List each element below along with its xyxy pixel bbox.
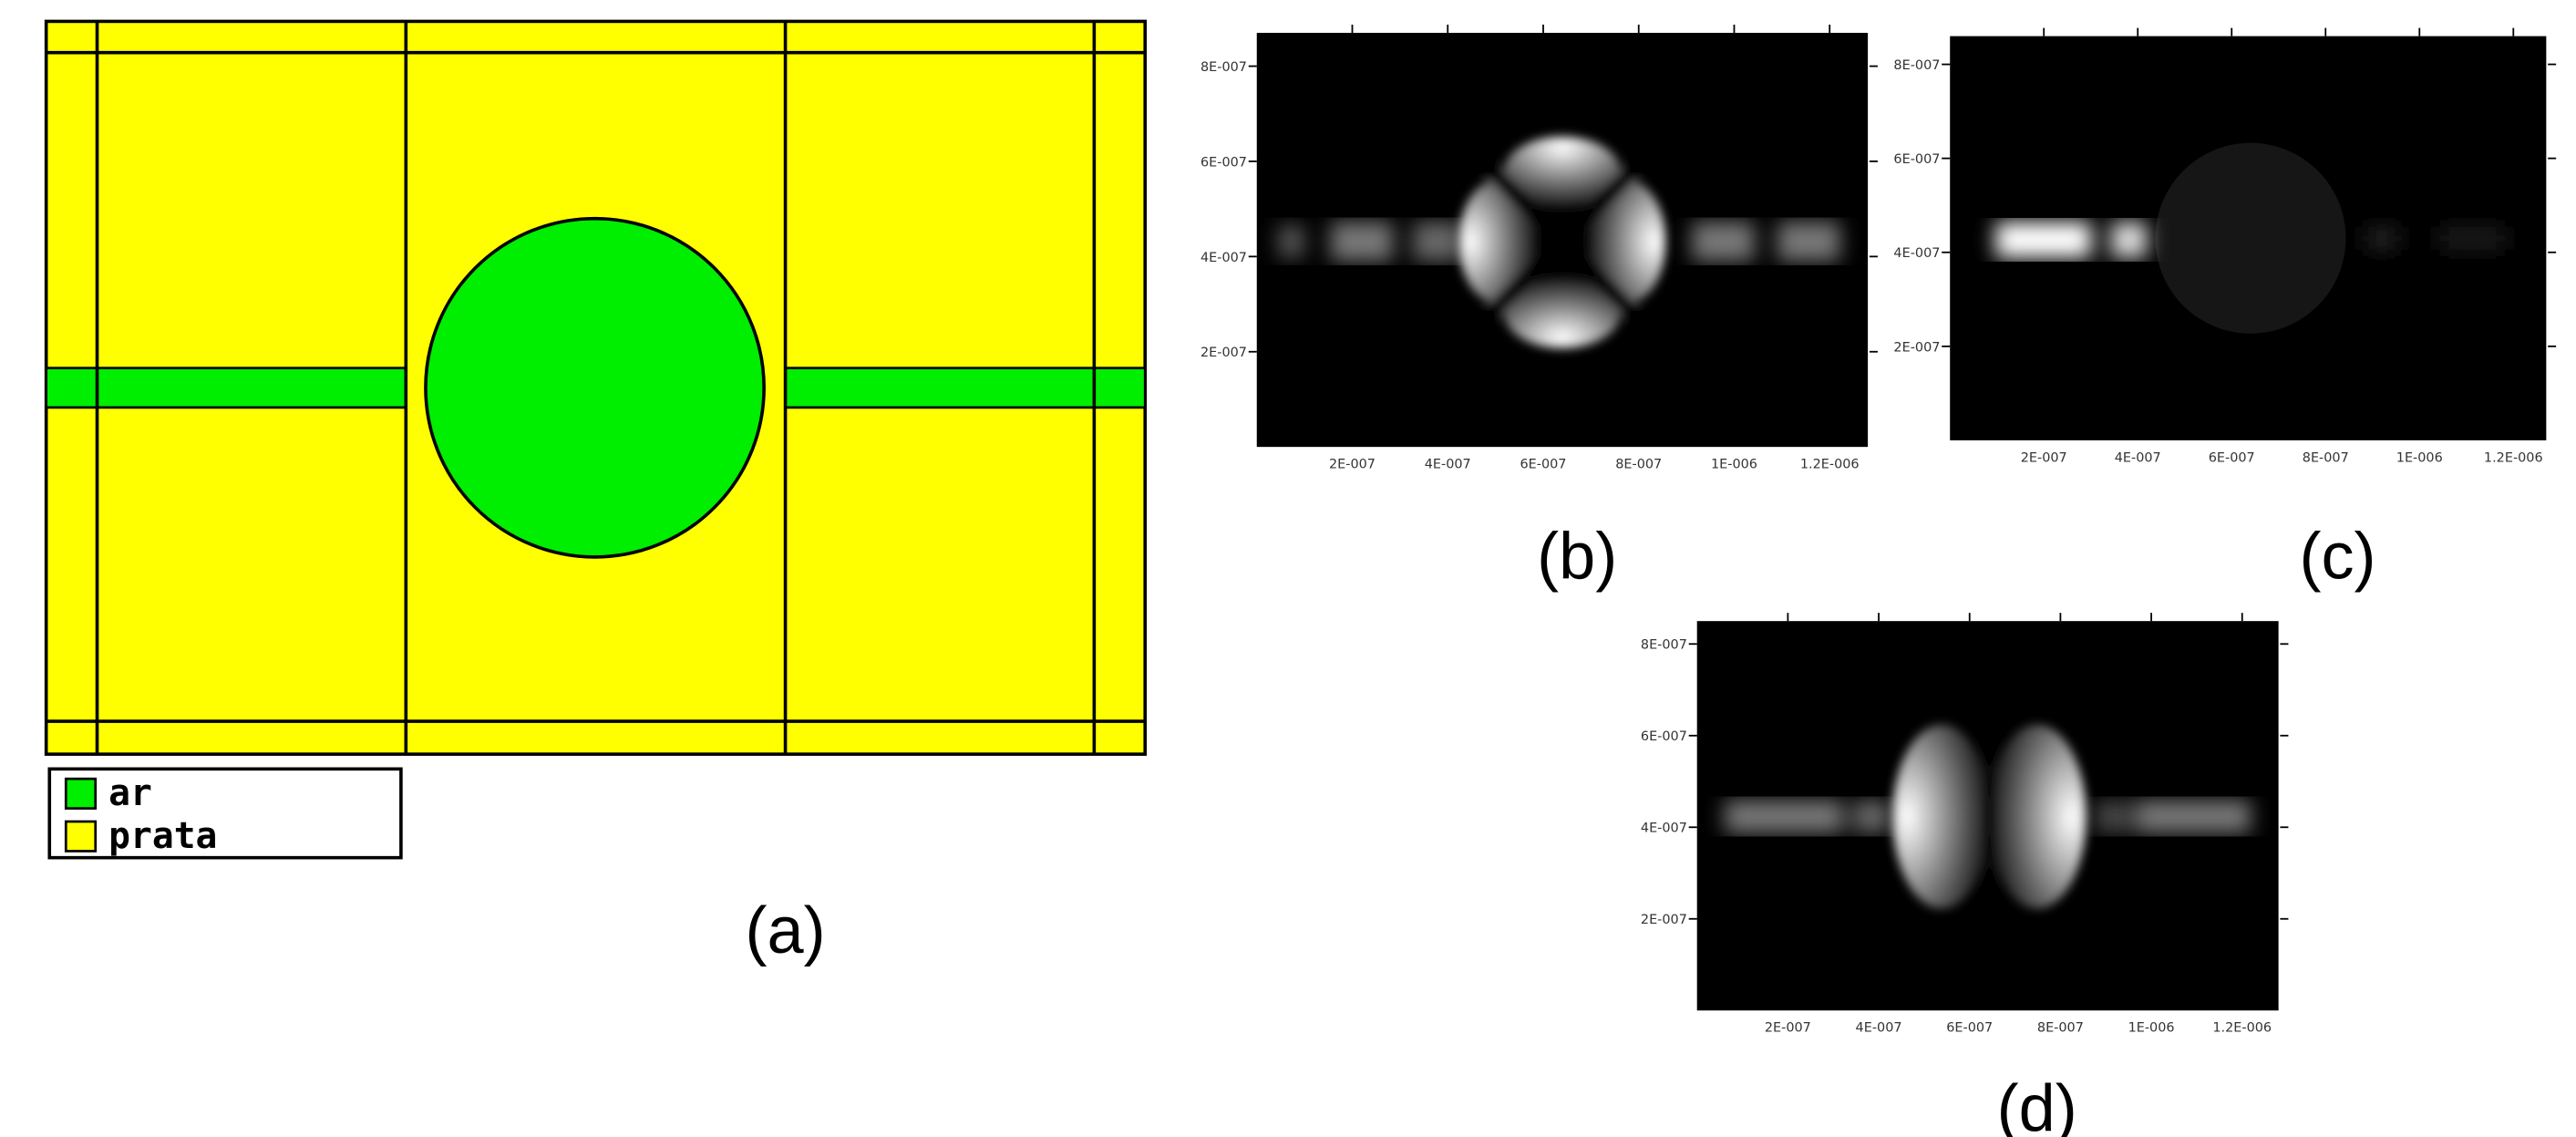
y-tick-label: 8E-007 [1200, 60, 1247, 75]
y-tick-label: 2E-007 [1641, 913, 1687, 927]
x-tick-label: 2E-007 [1329, 458, 1376, 472]
panel-label: (d) [1997, 1072, 2077, 1137]
legend-label: prata [108, 815, 217, 857]
field-map-d: (d) [1697, 621, 2279, 1137]
field-map-b: (b) [1257, 33, 1868, 593]
air-cavity [426, 219, 764, 557]
field-lobes [1892, 723, 2087, 912]
y-tick-label: 8E-007 [1893, 58, 1940, 73]
x-tick-label: 8E-007 [2037, 1021, 2084, 1036]
x-tick-label: 1E-006 [2396, 450, 2443, 465]
x-tick-label: 1.2E-006 [1800, 458, 1860, 472]
y-tick-label: 6E-007 [1641, 729, 1687, 744]
x-tick-label: 1E-006 [1711, 458, 1757, 472]
y-tick-label: 4E-007 [1893, 246, 1940, 261]
field-lobes [1458, 137, 1665, 348]
x-tick-label: 8E-007 [2303, 450, 2349, 465]
legend-swatch [66, 779, 95, 808]
legend-swatch [66, 822, 95, 851]
x-tick-label: 4E-007 [1425, 458, 1471, 472]
x-tick-label: 1E-006 [2128, 1021, 2175, 1036]
y-tick-label: 6E-007 [1200, 155, 1247, 170]
y-tick-label: 2E-007 [1200, 346, 1247, 360]
y-tick-label: 4E-007 [1641, 822, 1687, 836]
x-tick-label: 8E-007 [1615, 458, 1662, 472]
figure: arprata (a) (b) [0, 0, 2576, 1137]
y-tick-label: 8E-007 [1641, 638, 1687, 653]
y-tick-label: 4E-007 [1200, 251, 1247, 265]
air-waveguide [786, 368, 1146, 408]
x-tick-label: 6E-007 [2209, 450, 2255, 465]
x-tick-label: 4E-007 [1856, 1021, 1902, 1036]
x-tick-label: 2E-007 [1765, 1021, 1811, 1036]
legend [49, 769, 401, 857]
panel-label: (b) [1537, 520, 1617, 593]
x-tick-label: 1.2E-006 [2484, 450, 2543, 465]
x-tick-label: 6E-007 [1520, 458, 1567, 472]
x-tick-label: 4E-007 [2115, 450, 2161, 465]
panel-label: (c) [2299, 520, 2375, 593]
x-tick-label: 1.2E-006 [2212, 1021, 2272, 1036]
x-tick-label: 2E-007 [2021, 450, 2067, 465]
x-tick-label: 6E-007 [1946, 1021, 1993, 1036]
field-map-c: (c) [1950, 36, 2546, 594]
legend-label: ar [108, 772, 152, 814]
air-waveguide [46, 368, 407, 408]
panel-label: (a) [746, 894, 826, 967]
y-tick-label: 6E-007 [1893, 152, 1940, 167]
y-tick-label: 2E-007 [1893, 340, 1940, 355]
